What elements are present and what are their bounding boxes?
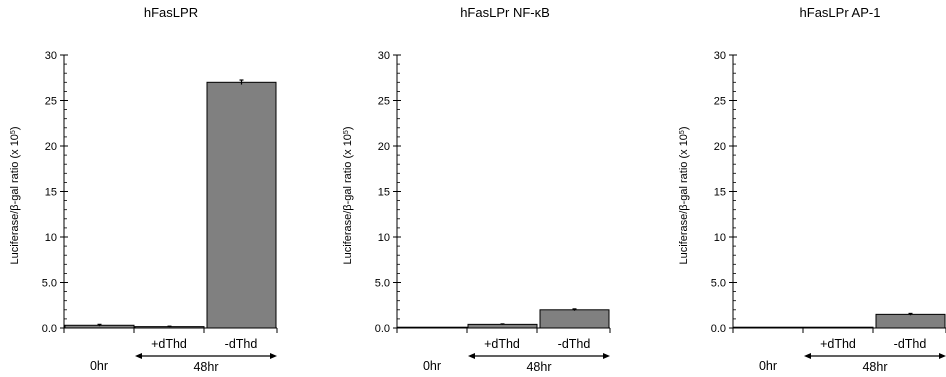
- bar-2: [467, 323, 538, 329]
- bar-1: [733, 326, 804, 329]
- arrow-head-right: [939, 353, 946, 359]
- group-label: 48hr: [526, 360, 551, 374]
- x-category-label: +dThd: [484, 337, 520, 351]
- y-tick-label: 0.0: [42, 323, 57, 335]
- y-tick-label: 0.0: [375, 323, 390, 335]
- x-category-label: +dThd: [151, 337, 187, 351]
- x-category-label: 0hr: [423, 359, 441, 373]
- y-tick-label: 15: [714, 187, 726, 199]
- bar-3: [539, 309, 610, 329]
- chart-panel-3: hFasLPr AP-1 0.0 5.0 10 15 20 25 30 Luciferase/β…: [678, 5, 946, 374]
- x-category-label: -dThd: [558, 337, 591, 351]
- y-tick-label: 25: [714, 96, 726, 108]
- x-category-label: 0hr: [759, 359, 777, 373]
- y-tick-label: 10: [378, 232, 390, 244]
- arrow-head-left: [804, 353, 811, 359]
- y-tick-label: 5.0: [42, 278, 57, 290]
- y-tick-label: 10: [45, 232, 57, 244]
- arrow-head-left: [468, 353, 475, 359]
- y-axis-label: Luciferase/β-gal ratio (x 105): [678, 126, 690, 264]
- y-tick-label: 25: [378, 96, 390, 108]
- y-tick-label: 15: [45, 187, 57, 199]
- y-tick-label: 20: [378, 141, 390, 153]
- bar-2: [803, 326, 874, 329]
- y-tick-label: 30: [714, 50, 726, 62]
- y-tick-label: 30: [378, 50, 390, 62]
- y-tick-label: 20: [45, 141, 57, 153]
- chart-title: hFasLPr NF-κB: [460, 5, 550, 20]
- group-label: 48hr: [862, 360, 887, 374]
- y-tick-label: 10: [714, 232, 726, 244]
- y-tick-label: 5.0: [711, 278, 726, 290]
- y-tick-label: 30: [45, 50, 57, 62]
- bar-1: [397, 326, 468, 329]
- chart-title: hFasLPR: [144, 5, 198, 20]
- group-label: 48hr: [193, 360, 218, 374]
- bar-3: [206, 81, 277, 329]
- chart-title: hFasLPr AP-1: [800, 5, 881, 20]
- arrow-head-right: [603, 353, 610, 359]
- y-axis-label: Luciferase/β-gal ratio (x 105): [342, 126, 354, 264]
- bar-3: [875, 313, 946, 329]
- x-category-label: +dThd: [820, 337, 856, 351]
- y-tick-label: 25: [45, 96, 57, 108]
- x-category-label: 0hr: [90, 359, 108, 373]
- y-axis-label: Luciferase/β-gal ratio (x 105): [9, 126, 21, 264]
- y-tick-label: 0.0: [711, 323, 726, 335]
- arrow-head-left: [135, 353, 142, 359]
- y-tick-label: 5.0: [375, 278, 390, 290]
- y-tick-label: 15: [378, 187, 390, 199]
- x-category-label: -dThd: [894, 337, 927, 351]
- x-category-label: -dThd: [225, 337, 258, 351]
- y-tick-label: 20: [714, 141, 726, 153]
- chart-panel-1: hFasLPR 0.0 5.0 10 15 20 25 30 Luciferase/β-gal …: [9, 5, 278, 374]
- chart-panel-2: hFasLPr NF-κB 0.0 5.0 10 15 20 25 30 Luciferase/…: [342, 5, 611, 374]
- arrow-head-right: [270, 353, 277, 359]
